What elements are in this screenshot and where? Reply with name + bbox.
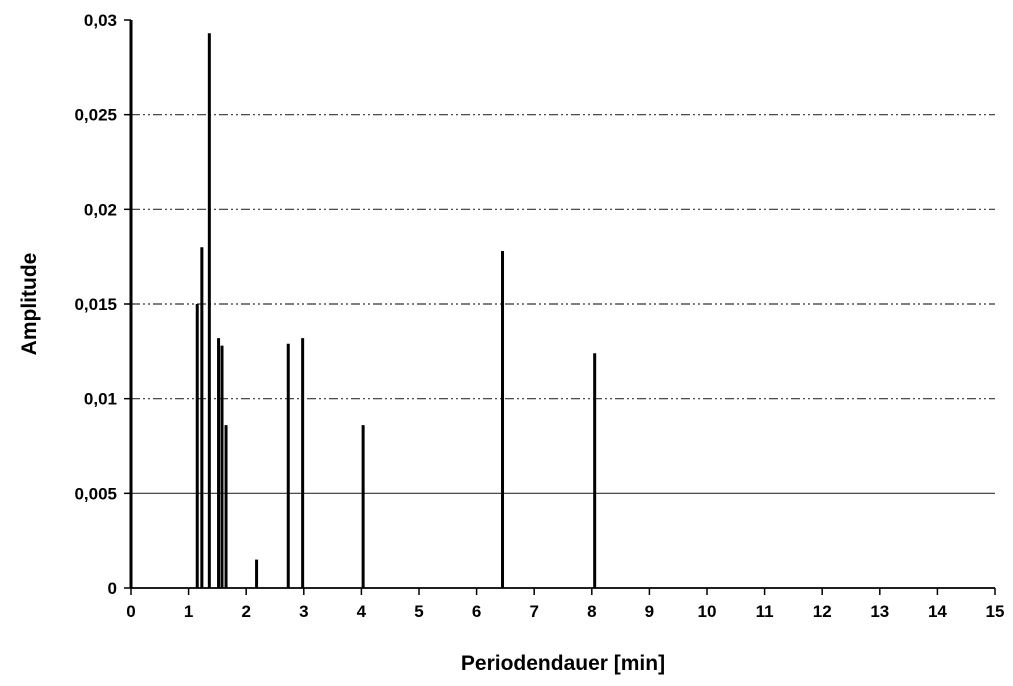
y-axis-title: Amplitude (18, 253, 41, 356)
x-tick-label: 8 (587, 602, 596, 621)
x-tick-label: 14 (928, 602, 947, 621)
x-tick-label: 9 (645, 602, 654, 621)
x-tick-label: 11 (756, 602, 774, 621)
x-tick-label: 5 (414, 602, 423, 621)
gridlines (131, 115, 995, 494)
y-tick-label: 0,01 (84, 390, 117, 409)
x-tick-label: 3 (299, 602, 308, 621)
x-axis-title: Periodendauer [min] (461, 652, 665, 675)
y-tick-label: 0,015 (74, 295, 117, 314)
x-tick-label: 15 (986, 602, 1005, 621)
y-tick-label: 0 (108, 579, 117, 598)
y-tick-label: 0,005 (74, 484, 117, 503)
bars (131, 20, 595, 588)
x-tick-label: 4 (357, 602, 367, 621)
x-tick-label: 2 (241, 602, 250, 621)
y-tick-label: 0,02 (84, 200, 117, 219)
x-ticks: 0123456789101112131415 (126, 588, 1004, 621)
y-ticks: 0 0,005 0,01 0,015 0,02 0,025 0,03 (74, 11, 131, 598)
x-tick-label: 1 (184, 602, 193, 621)
x-tick-label: 12 (813, 602, 832, 621)
x-tick-label: 0 (126, 602, 135, 621)
x-tick-label: 6 (472, 602, 481, 621)
x-tick-label: 13 (870, 602, 889, 621)
x-tick-label: 10 (698, 602, 717, 621)
y-tick-label: 0,025 (74, 106, 117, 125)
y-tick-label: 0,03 (84, 11, 117, 30)
x-tick-label: 7 (529, 602, 538, 621)
